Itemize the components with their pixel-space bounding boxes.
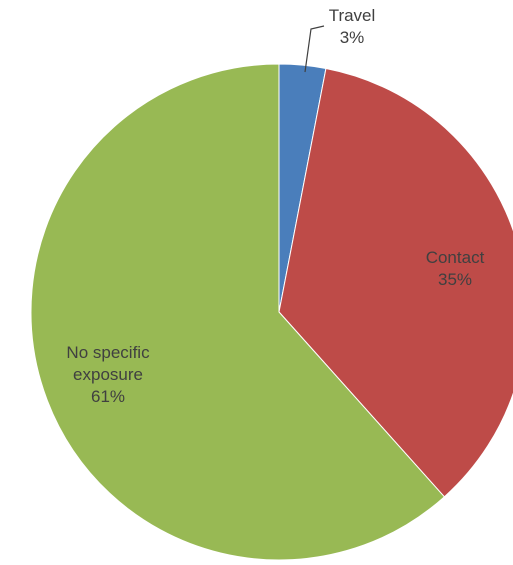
pie-slices bbox=[30, 63, 513, 561]
data-label-no-specific-exposure: No specific exposure 61% bbox=[66, 343, 150, 406]
leader-line-travel bbox=[304, 25, 325, 73]
label-name-travel: Travel bbox=[329, 6, 376, 25]
label-name-no-specific-exposure-line-2: exposure bbox=[73, 365, 143, 384]
label-percent-travel: 3% bbox=[340, 28, 365, 47]
label-name-contact: Contact bbox=[426, 248, 485, 267]
label-percent-no-specific-exposure: 61% bbox=[91, 387, 125, 406]
pie-slice-no-specific-exposure bbox=[30, 63, 446, 561]
label-percent-contact: 35% bbox=[438, 270, 472, 289]
pie-slice-contact bbox=[278, 67, 513, 498]
label-name-no-specific-exposure-line-1: No specific bbox=[66, 343, 150, 362]
pie-labels: Travel 3% Contact 35% No specific exposure 61% bbox=[66, 6, 484, 406]
data-label-contact: Contact 35% bbox=[426, 248, 485, 289]
data-label-travel: Travel 3% bbox=[304, 6, 376, 73]
